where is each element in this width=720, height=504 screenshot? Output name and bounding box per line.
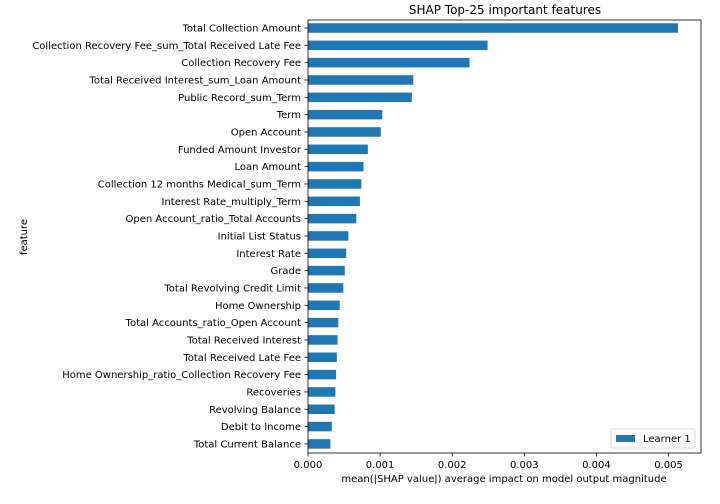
category-label-20: Home Ownership_ratio_Collection Recovery…	[62, 370, 301, 381]
category-label-6: Open Account	[231, 127, 301, 138]
bar-12	[308, 231, 349, 241]
x-tick-label-1: 0.001	[366, 460, 395, 471]
category-label-2: Collection Recovery Fee	[181, 58, 301, 69]
category-label-5: Term	[276, 110, 301, 121]
chart-title: SHAP Top-25 important features	[409, 3, 601, 17]
x-axis-label: mean(|SHAP value|) average impact on mod…	[341, 474, 666, 485]
category-label-7: Funded Amount Investor	[178, 145, 302, 156]
category-label-3: Total Received Interest_sum_Loan Amount	[89, 75, 302, 86]
category-label-11: Open Account_ratio_Total Accounts	[126, 214, 301, 225]
category-label-16: Home Ownership	[215, 301, 301, 312]
bar-19	[308, 352, 337, 363]
bar-24	[308, 439, 331, 449]
category-labels-group: Total Collection Amount Collection Recove…	[32, 24, 308, 450]
bar-6	[308, 127, 381, 137]
category-label-8: Loan Amount	[235, 162, 302, 173]
x-tick-label-5: 0.005	[654, 460, 683, 471]
x-tick-label-0: 0.000	[294, 460, 323, 471]
bar-5	[308, 109, 383, 120]
x-tick-label-3: 0.003	[510, 460, 539, 471]
y-axis-label: feature	[19, 219, 30, 255]
bar-1	[308, 40, 488, 51]
category-label-21: Recoveries	[246, 387, 301, 398]
legend-box	[610, 428, 696, 449]
bar-21	[308, 387, 336, 397]
category-label-4: Public Record_sum_Term	[178, 93, 301, 104]
category-label-12: Initial List Status	[218, 231, 301, 242]
category-label-18: Total Received Interest	[186, 335, 301, 346]
bar-20	[308, 369, 337, 380]
category-label-17: Total Accounts_ratio_Open Account	[125, 318, 302, 329]
bar-15	[308, 283, 344, 293]
category-label-22: Revolving Balance	[209, 405, 301, 416]
category-label-13: Interest Rate	[236, 249, 301, 260]
bar-9	[308, 179, 362, 189]
bar-4	[308, 92, 412, 103]
legend-label: Learner 1	[643, 434, 691, 445]
category-label-14: Grade	[271, 266, 302, 277]
x-tick-label-2: 0.002	[438, 460, 467, 471]
x-tick-label-4: 0.004	[582, 460, 611, 471]
bar-3	[308, 75, 414, 85]
bar-10	[308, 196, 360, 207]
category-label-19: Total Received Late Fee	[182, 353, 301, 364]
bar-2	[308, 57, 470, 68]
bar-22	[308, 404, 335, 415]
bar-8	[308, 161, 364, 172]
bar-7	[308, 144, 368, 155]
x-ticks-group: 0.000 0.001 0.002 0.003 0.004 0.005	[294, 453, 683, 471]
bar-23	[308, 421, 332, 432]
bar-14	[308, 265, 345, 276]
legend: Learner 1	[610, 428, 696, 449]
plot-frame	[307, 19, 702, 454]
category-label-23: Debit to Income	[221, 422, 301, 433]
category-label-15: Total Revolving Credit Limit	[163, 283, 301, 294]
category-label-9: Collection 12 months Medical_sum_Term	[98, 179, 301, 190]
bar-18	[308, 335, 338, 345]
category-label-0: Total Collection Amount	[182, 24, 302, 35]
category-label-24: Total Current Balance	[193, 439, 301, 450]
bar-16	[308, 300, 340, 311]
category-label-1: Collection Recovery Fee_sum_Total Receiv…	[32, 41, 301, 52]
bar-0	[308, 23, 678, 33]
legend-swatch	[616, 435, 635, 442]
bar-11	[308, 213, 357, 224]
bar-17	[308, 317, 339, 328]
category-label-10: Interest Rate_multiply_Term	[162, 197, 301, 208]
bars-group	[308, 23, 678, 449]
bar-13	[308, 248, 347, 259]
